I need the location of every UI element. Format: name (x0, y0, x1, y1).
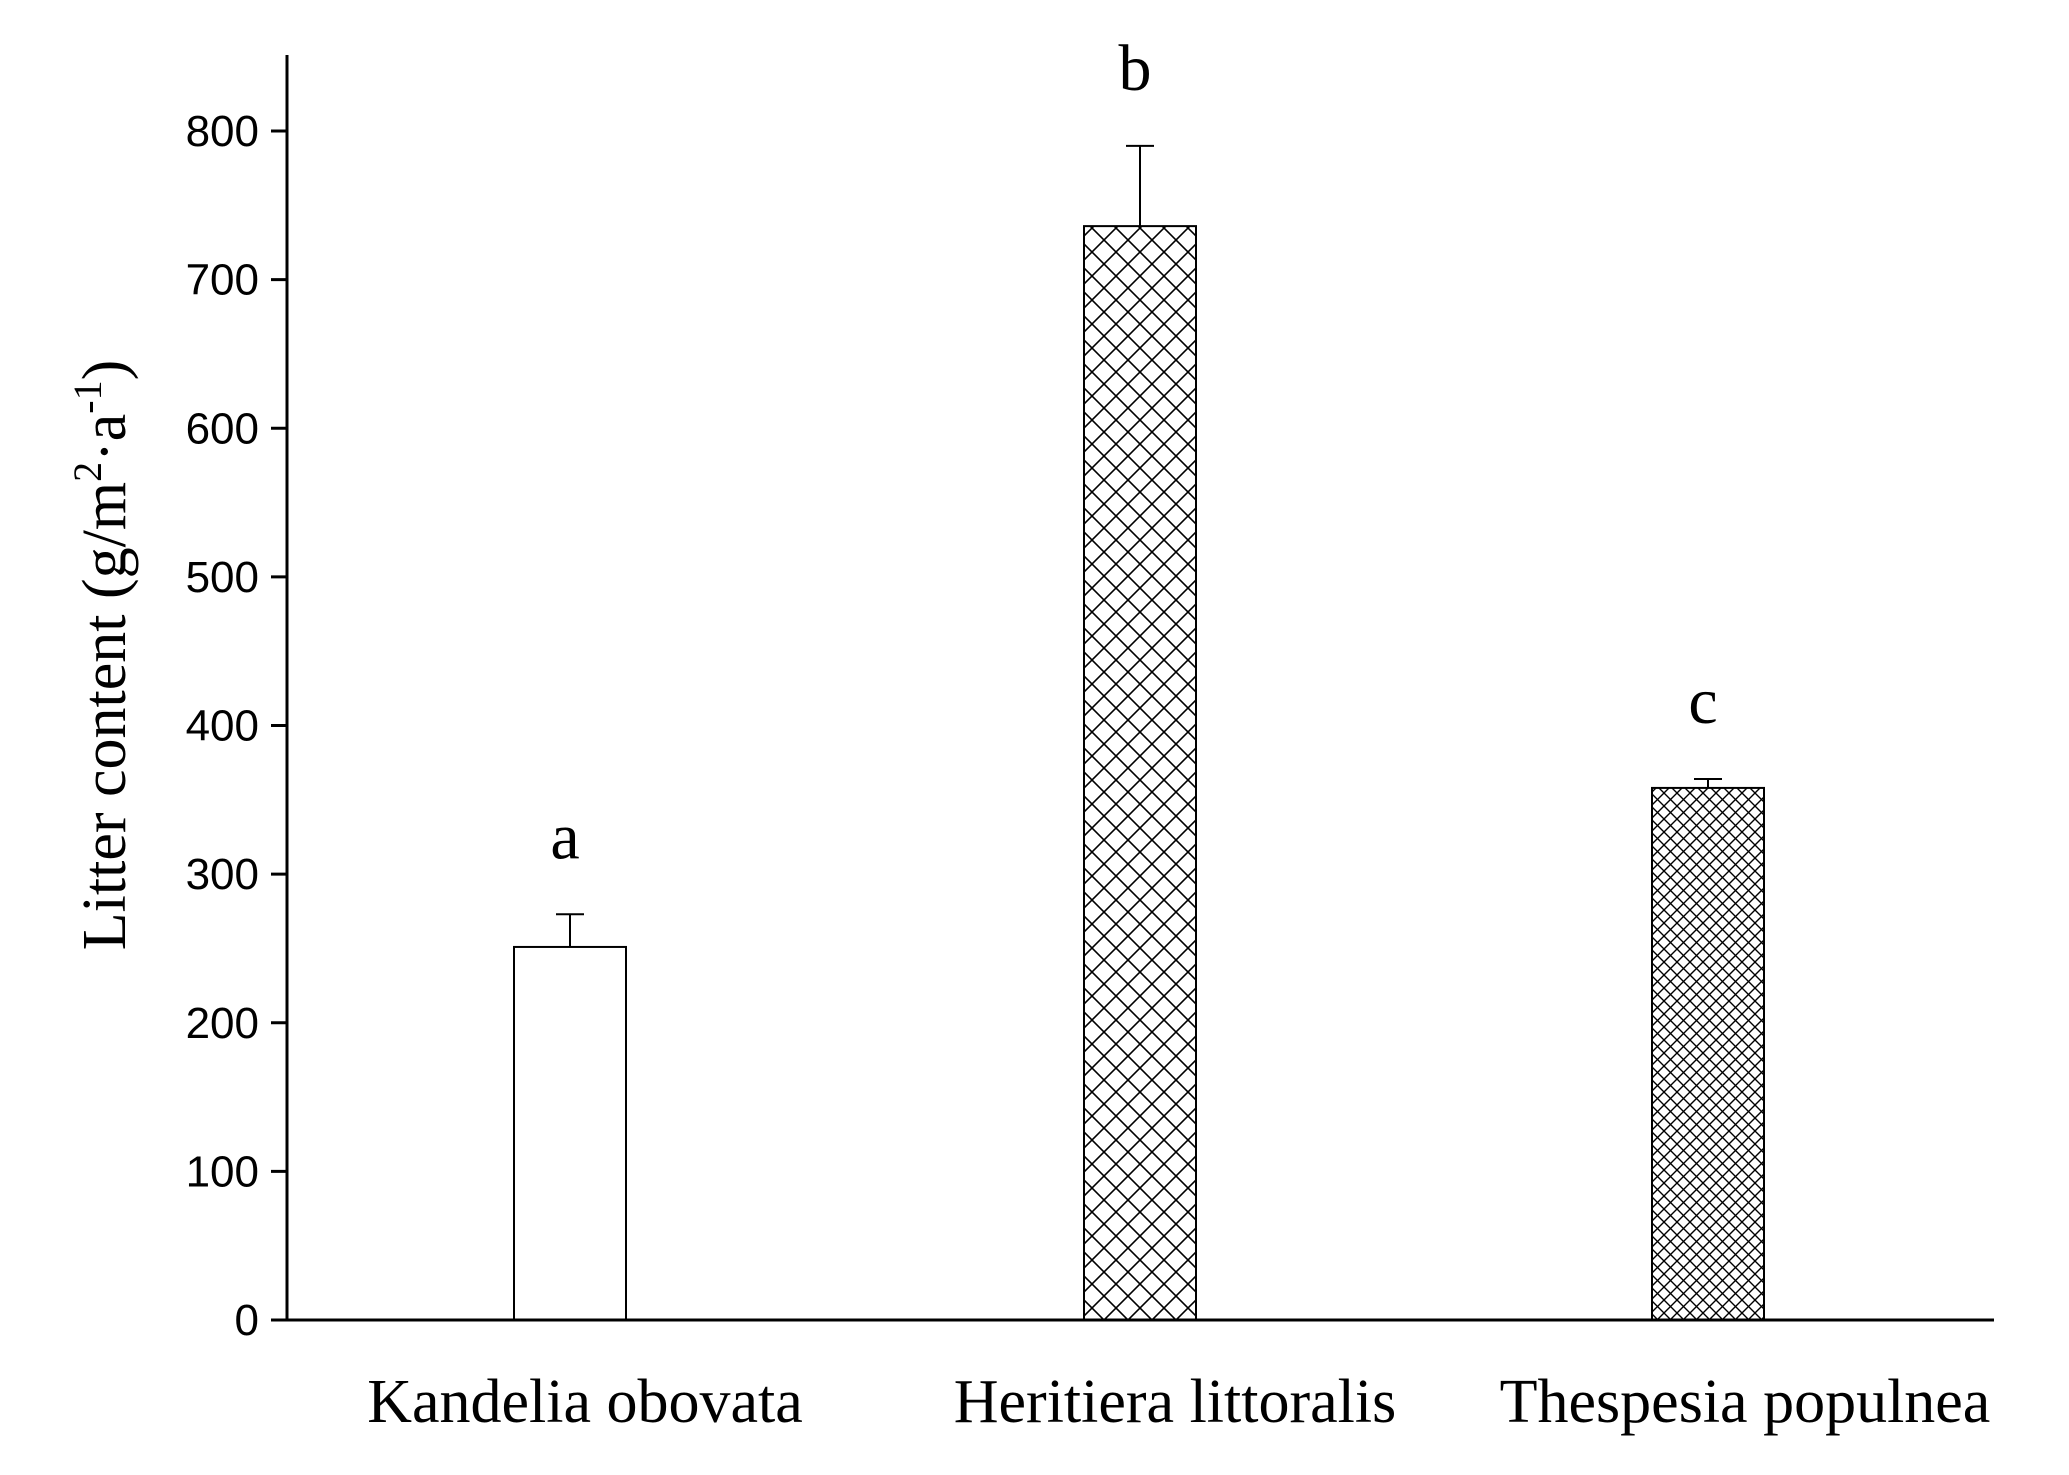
significance-label: b (1119, 32, 1152, 105)
y-tick-label: 500 (186, 553, 259, 602)
x-tick-label: Thespesia populnea (1500, 1368, 1991, 1436)
y-tick-label: 300 (186, 850, 259, 899)
significance-label: a (550, 800, 579, 873)
x-tick-label: Heritiera littoralis (954, 1368, 1396, 1436)
y-tick-label: 100 (186, 1147, 259, 1196)
y-tick-label: 600 (186, 404, 259, 453)
y-axis: 0 100 200 300 400 500 600 700 800 (186, 55, 289, 1345)
bar (1651, 786, 1765, 1321)
y-tick-label: 0 (235, 1296, 259, 1345)
x-axis: Kandelia obovata Heritiera littoralis Thes… (287, 1318, 1994, 1436)
bars: a b c (513, 32, 1765, 1321)
y-tick-label: 200 (186, 999, 259, 1048)
y-tick-label: 400 (186, 702, 259, 751)
significance-label: c (1688, 665, 1717, 738)
y-tick-label: 800 (186, 107, 259, 156)
x-tick-label: Kandelia obovata (367, 1368, 803, 1436)
y-axis-title: Litter content (g/m2·a-1) (65, 360, 139, 950)
bar (513, 945, 627, 1321)
y-tick-label: 700 (186, 256, 259, 305)
bar (1083, 225, 1197, 1321)
